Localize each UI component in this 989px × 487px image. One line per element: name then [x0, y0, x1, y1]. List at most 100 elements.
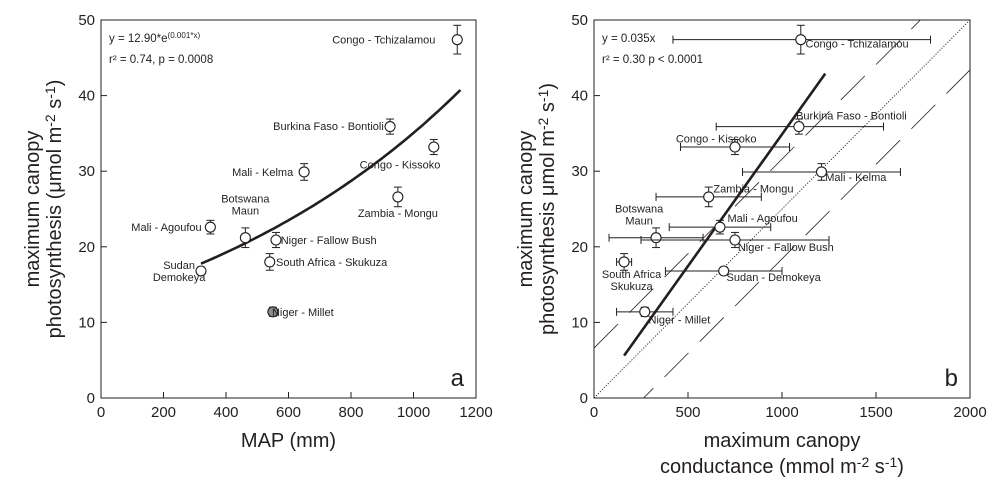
data-point	[616, 253, 633, 271]
x-tick-label: 400	[213, 404, 238, 421]
plot-area	[200, 89, 462, 265]
data-marker	[714, 221, 726, 233]
y-tick-label: 30	[78, 163, 95, 180]
x-tick-label: 600	[276, 404, 301, 421]
x-tick-label: 0	[590, 404, 598, 421]
data-marker	[428, 141, 440, 153]
point-label: Congo - Kissoko	[676, 134, 757, 146]
point-label: Zambia - Mongu	[358, 208, 438, 220]
point-label: Burkina Faso - Bontioli	[273, 121, 384, 133]
data-point	[616, 306, 674, 318]
data-marker	[204, 221, 216, 233]
y-tick-label: 30	[571, 163, 588, 180]
data-point	[195, 265, 207, 277]
data-point	[655, 186, 762, 208]
equation-text: y = 12.90*e(0.001*x)	[109, 31, 200, 45]
x-axis-label-line2: conductance (mmol m-2 s-1)	[660, 454, 904, 478]
point-label: Maun	[232, 205, 260, 217]
data-marker	[729, 234, 741, 246]
point-label: South Africa - Skukuza	[276, 257, 388, 269]
point-label: Botswana	[615, 203, 664, 215]
data-marker	[815, 166, 828, 178]
data-point	[392, 186, 404, 208]
point-label: Sudan - Demokeya	[727, 272, 822, 284]
fit-line	[623, 72, 827, 357]
x-tick-label: 1200	[459, 404, 492, 421]
data-point	[428, 138, 440, 156]
x-tick-label: 800	[338, 404, 363, 421]
data-point	[640, 231, 830, 249]
point-label: Sudan	[163, 260, 195, 272]
data-marker	[195, 265, 207, 277]
data-marker	[703, 191, 715, 203]
x-tick-label: 500	[675, 404, 700, 421]
data-marker	[793, 121, 805, 133]
point-label: Congo - Kissoko	[360, 159, 441, 171]
y-axis-label: maximum canopy	[22, 131, 44, 288]
data-point	[270, 231, 282, 249]
data-point	[384, 118, 396, 135]
data-marker	[264, 256, 276, 268]
data-marker	[795, 34, 807, 46]
x-tick-label: 1000	[765, 404, 798, 421]
point-label: Demokeya	[153, 272, 206, 284]
data-point	[204, 219, 216, 235]
point-label: South Africa	[602, 269, 662, 281]
data-point	[608, 227, 704, 249]
data-point	[679, 138, 791, 156]
point-label: Mali - Agoufou	[131, 222, 201, 234]
point-label: Niger - Fallow Bush	[738, 242, 834, 254]
data-point	[267, 306, 279, 318]
data-marker	[267, 306, 279, 318]
data-point	[742, 163, 901, 181]
point-label: Niger - Millet	[649, 314, 711, 326]
plot-area	[594, 20, 970, 398]
point-label: Mali - Kelma	[232, 167, 294, 179]
x-tick-label: 1000	[397, 404, 430, 421]
data-marker	[239, 232, 251, 244]
y-tick-label: 50	[78, 12, 95, 29]
panel-letter: a	[451, 365, 465, 392]
data-point	[298, 163, 310, 181]
y-axis-label-line2: photosynthesis μmol m-2 s-1)	[535, 83, 559, 335]
point-label: Niger - Fallow Bush	[281, 235, 377, 247]
data-marker	[639, 306, 651, 318]
equation-text: y = 0.035x	[602, 33, 656, 45]
y-tick-label: 20	[571, 239, 588, 256]
panel-letter: b	[945, 365, 958, 392]
y-tick-label: 20	[78, 239, 95, 256]
data-marker	[384, 121, 396, 133]
point-label: Niger - Millet	[272, 307, 334, 319]
y-tick-label: 10	[571, 314, 588, 331]
panel-b: 0 500 1000 1500 2000 0 10 20 30 40 50 Congo - Tchiz…	[515, 12, 987, 478]
point-label: Congo - Tchizalamou	[806, 38, 909, 50]
data-marker	[270, 234, 282, 246]
reference-band-line	[594, 20, 921, 349]
point-label: Botswana	[221, 193, 270, 205]
data-point	[715, 118, 885, 135]
data-marker	[718, 265, 730, 277]
x-tick-label: 200	[151, 404, 176, 421]
data-point	[451, 24, 463, 55]
point-label: Zambia - Mongu	[713, 184, 793, 196]
reference-band-line	[643, 69, 970, 398]
y-axis-label: maximum canopy	[515, 131, 537, 288]
data-marker	[451, 34, 463, 46]
data-marker	[298, 166, 310, 178]
data-marker	[618, 256, 630, 268]
data-marker	[650, 232, 662, 244]
x-tick-label: 1500	[859, 404, 892, 421]
data-point	[239, 227, 251, 249]
panel-a: 0 200 400 600 800 1000 1200 0 10 20 30 40 50 Congo - …	[22, 12, 493, 452]
x-tick-label: 0	[97, 404, 105, 421]
fit-curve	[200, 89, 462, 265]
stats-text: r² = 0.74, p = 0.0008	[109, 54, 213, 66]
y-tick-label: 10	[78, 314, 95, 331]
y-tick-label: 50	[571, 12, 588, 29]
stats-text: r² = 0.30 p < 0.0001	[602, 54, 703, 66]
data-point	[672, 24, 932, 55]
reference-line	[594, 20, 970, 398]
data-point	[668, 219, 772, 235]
x-tick-label: 2000	[953, 404, 986, 421]
